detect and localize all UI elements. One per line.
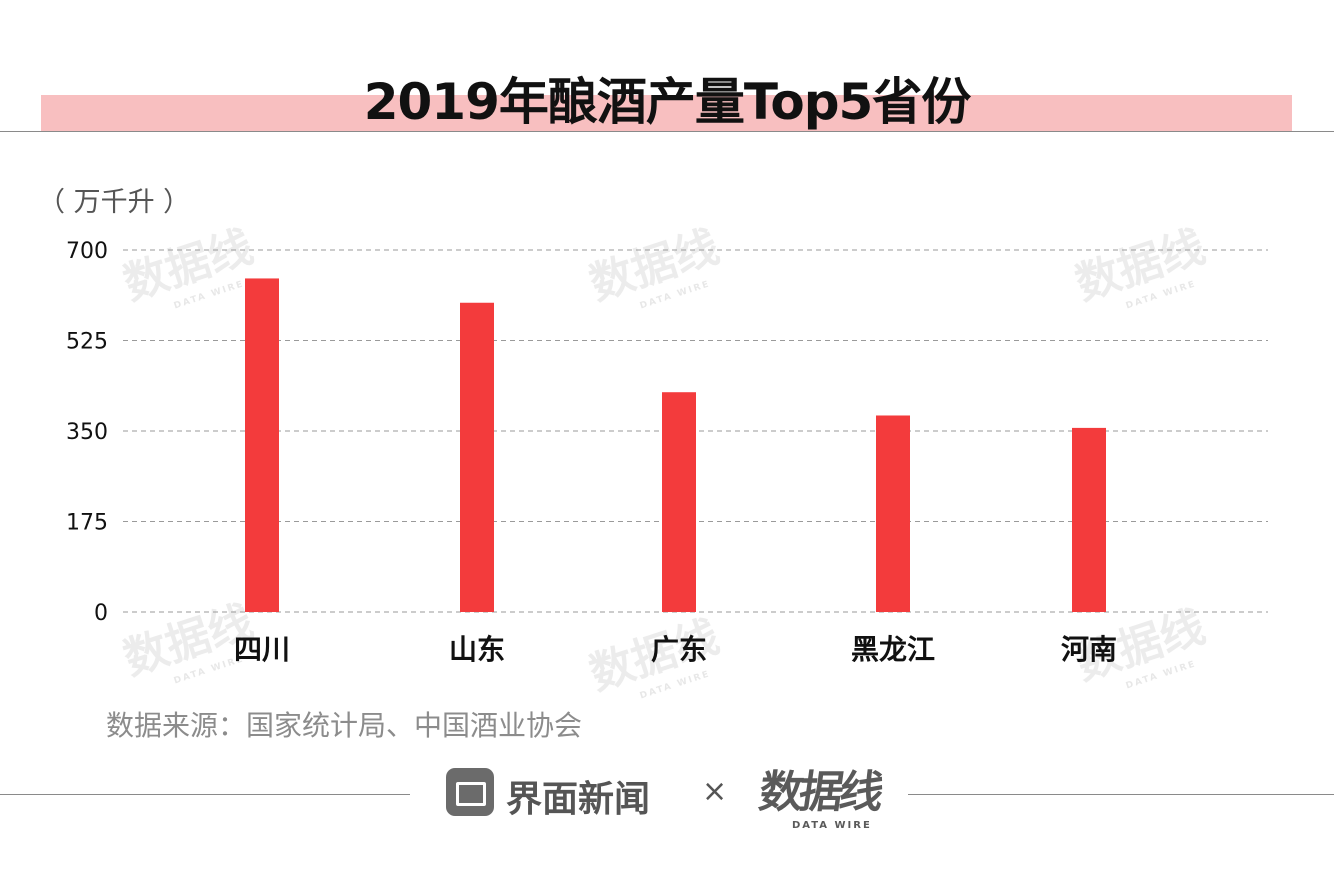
y-tick-label: 0 <box>94 601 108 626</box>
jiemian-logo-icon <box>446 768 494 816</box>
x-category-label: 山东 <box>449 633 505 666</box>
jiemian-brand-name: 界面新闻 <box>506 779 651 820</box>
y-axis-unit-label: （ 万千升 ） <box>38 187 191 218</box>
x-category-labels: 四川 山东 广东 黑龙江 河南 <box>234 633 1117 666</box>
bar-3 <box>662 392 696 612</box>
bar-5 <box>1072 427 1106 612</box>
footer-divider-left <box>0 794 410 795</box>
title-band <box>41 95 1292 131</box>
datawire-sub-logo: DATA WIRE <box>792 820 872 831</box>
bar-2 <box>460 302 494 612</box>
bar-4 <box>876 415 910 612</box>
y-tick-label: 525 <box>66 330 108 355</box>
x-category-label: 广东 <box>651 633 707 666</box>
chart-title: 2019年酿酒产量Top5省份 <box>363 73 972 131</box>
footer-divider-right <box>908 794 1334 795</box>
y-tick-label: 175 <box>66 511 108 536</box>
x-category-label: 四川 <box>234 633 290 666</box>
source-note: 数据来源：国家统计局、中国酒业协会 <box>106 709 583 742</box>
x-category-label: 黑龙江 <box>851 633 935 666</box>
bars <box>245 278 1106 612</box>
bar-1 <box>245 278 279 612</box>
collab-times-sign: × <box>702 774 728 809</box>
x-category-label: 河南 <box>1061 633 1117 666</box>
y-tick-label: 700 <box>66 239 108 264</box>
datawire-logo: 数据线 <box>755 767 883 818</box>
y-tick-labels: 0 175 350 525 700 <box>66 239 108 626</box>
title-divider <box>0 131 1334 132</box>
y-tick-label: 350 <box>66 420 108 445</box>
